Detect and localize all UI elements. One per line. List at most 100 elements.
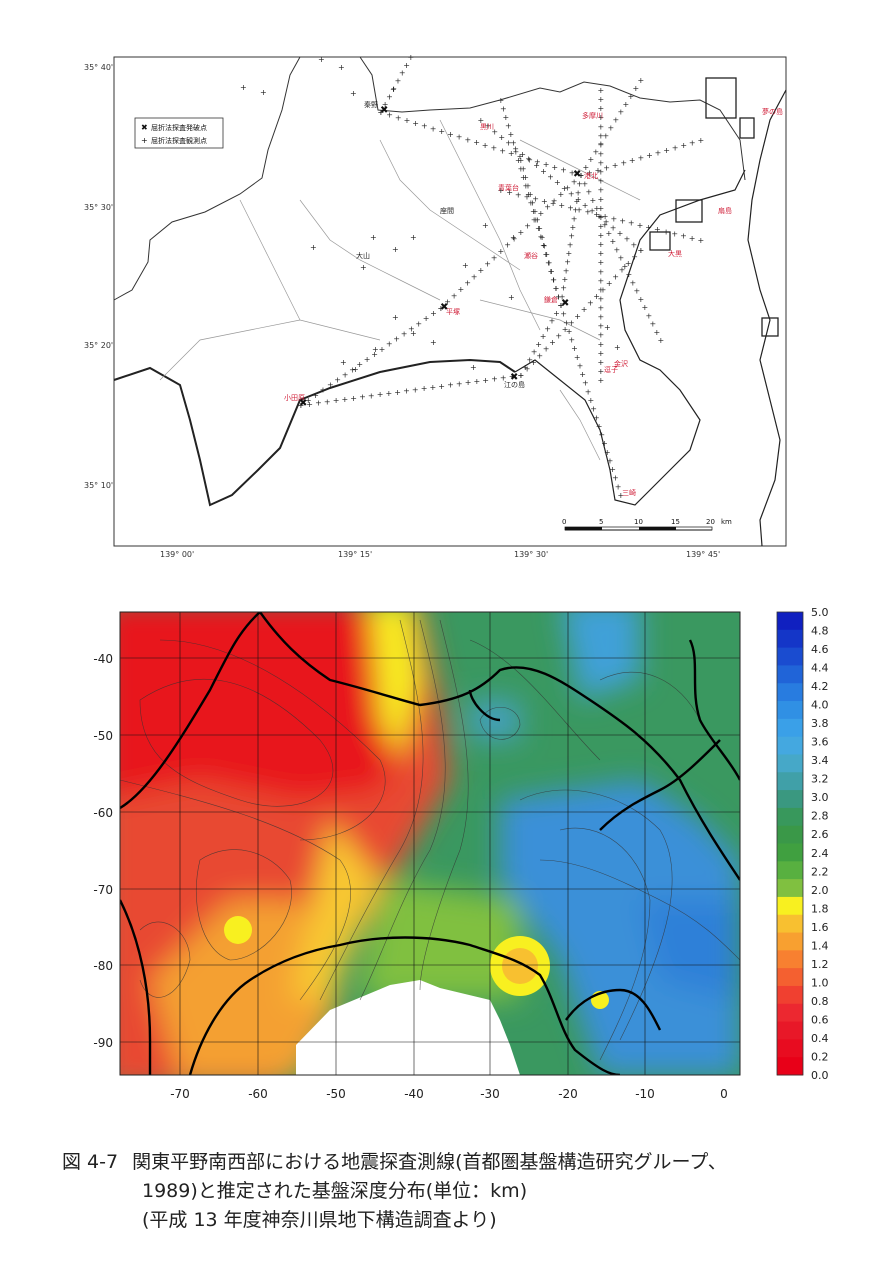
colorbar-band	[777, 629, 803, 649]
survey-point: +	[403, 387, 410, 396]
colorbar-band	[777, 1057, 803, 1076]
survey-point: +	[526, 355, 533, 364]
survey-point: +	[500, 105, 507, 114]
survey-point: +	[612, 474, 619, 483]
survey-point: +	[618, 108, 625, 117]
colorbar-band	[777, 968, 803, 987]
survey-point: +	[598, 331, 605, 340]
colorbar-label: 0.2	[811, 1050, 829, 1063]
svg-text:✖: ✖	[440, 302, 448, 313]
survey-point: +	[544, 324, 551, 333]
survey-point: +	[612, 161, 619, 170]
survey-point: +	[482, 376, 489, 385]
survey-point: +	[598, 104, 605, 113]
survey-point: +	[430, 124, 437, 133]
survey-point: +	[350, 394, 357, 403]
survey-point: +	[574, 312, 581, 321]
svg-text:✖: ✖	[510, 372, 518, 383]
survey-point: +	[654, 225, 661, 234]
survey-point: +	[491, 375, 498, 384]
colorbar-label: 5.0	[811, 606, 829, 619]
survey-point: +	[655, 149, 662, 158]
survey-point: +	[518, 371, 525, 380]
survey-point: +	[359, 393, 366, 402]
survey-point: +	[511, 234, 518, 243]
survey-point: +	[589, 206, 596, 215]
survey-observation-points: + + + + + + + + + + + + + + + + + + + + + + + + + +++++++++++++++…	[240, 53, 704, 500]
survey-point: +	[548, 267, 555, 276]
survey-point: +	[456, 133, 463, 142]
survey-point: +	[617, 229, 624, 238]
survey-point: +	[484, 260, 491, 269]
colorbar-label: 2.8	[811, 810, 829, 823]
lat-label-2: 35° 30'	[84, 203, 113, 212]
survey-point: +	[637, 221, 644, 230]
x-tick-minus20: -20	[558, 1087, 578, 1101]
survey-point: +	[498, 186, 505, 195]
survey-point: +	[539, 233, 546, 242]
colorbar-label: 1.4	[811, 939, 829, 952]
survey-point: +	[518, 371, 525, 380]
survey-point: +	[536, 224, 543, 233]
survey-point: +	[654, 328, 661, 337]
survey-point: +	[607, 457, 614, 466]
survey-point: +	[585, 387, 592, 396]
survey-point: +	[551, 196, 558, 205]
place-seya: 瀬谷	[524, 251, 538, 260]
survey-point: +	[298, 401, 305, 410]
colorbar-label: 2.2	[811, 865, 829, 878]
survey-point: +	[680, 232, 687, 241]
survey-point: +	[646, 311, 653, 320]
survey-point: +	[491, 253, 498, 262]
y-tick-minus60: -60	[93, 806, 113, 820]
survey-point: +	[567, 203, 574, 212]
sagami-bay-coastline	[113, 358, 516, 507]
map-legend: ✖ 屈折法探査発破点 + 屈折法探査観測点	[134, 117, 224, 149]
survey-point: +	[342, 395, 349, 404]
survey-point: +	[638, 295, 645, 304]
survey-point: +	[390, 85, 397, 94]
survey-point: +	[513, 147, 520, 156]
colorbar-band	[777, 914, 803, 934]
survey-point: +	[410, 233, 417, 242]
survey-point: +	[498, 133, 505, 142]
depth-colorbar: 5.0 4.8 4.6 4.4 4.2 4.0 3.8 3.6 3.4 3.2 3.0 2.8 2.6 2…	[776, 606, 829, 1082]
survey-point: +	[558, 301, 565, 310]
colorbar-band	[777, 790, 803, 809]
survey-point: +	[593, 292, 600, 301]
figure-number: 図 4-7	[62, 1151, 119, 1173]
colorbar-band	[777, 665, 803, 684]
survey-point: +	[465, 135, 472, 144]
place-kohoku: 港北	[584, 171, 598, 180]
survey-point: +	[638, 246, 645, 255]
survey-point: +	[500, 373, 507, 382]
survey-point: +	[333, 396, 340, 405]
colorbar-label: 0.0	[811, 1069, 829, 1082]
survey-point: +	[638, 76, 645, 85]
survey-point: +	[623, 100, 630, 109]
contour-y-axis: -40 -50 -60 -70 -80 -90	[93, 652, 113, 1050]
survey-point: +	[530, 207, 537, 216]
survey-point: +	[680, 141, 687, 150]
colorbar-band	[777, 754, 803, 773]
place-kurokawa: 黒川	[480, 123, 494, 131]
survey-point: +	[543, 345, 550, 354]
x-tick-minus40: -40	[404, 1087, 424, 1101]
survey-point: +	[598, 431, 605, 440]
survey-point: +	[334, 376, 341, 385]
survey-point: +	[515, 190, 522, 199]
survey-point: +	[550, 275, 557, 284]
colorbar-label: 4.2	[811, 680, 829, 693]
survey-point: +	[318, 55, 325, 64]
x-tick-minus70: -70	[170, 1087, 190, 1101]
survey-point: +	[404, 116, 411, 125]
survey-point: +	[578, 171, 585, 180]
survey-point: +	[524, 193, 531, 202]
survey-point: +	[312, 391, 319, 400]
place-oyama: 大山	[356, 251, 370, 260]
survey-point: +	[526, 156, 533, 165]
survey-point: +	[575, 188, 582, 197]
survey-point: +	[470, 363, 477, 372]
survey-point: +	[462, 261, 469, 270]
survey-point: +	[550, 275, 557, 284]
